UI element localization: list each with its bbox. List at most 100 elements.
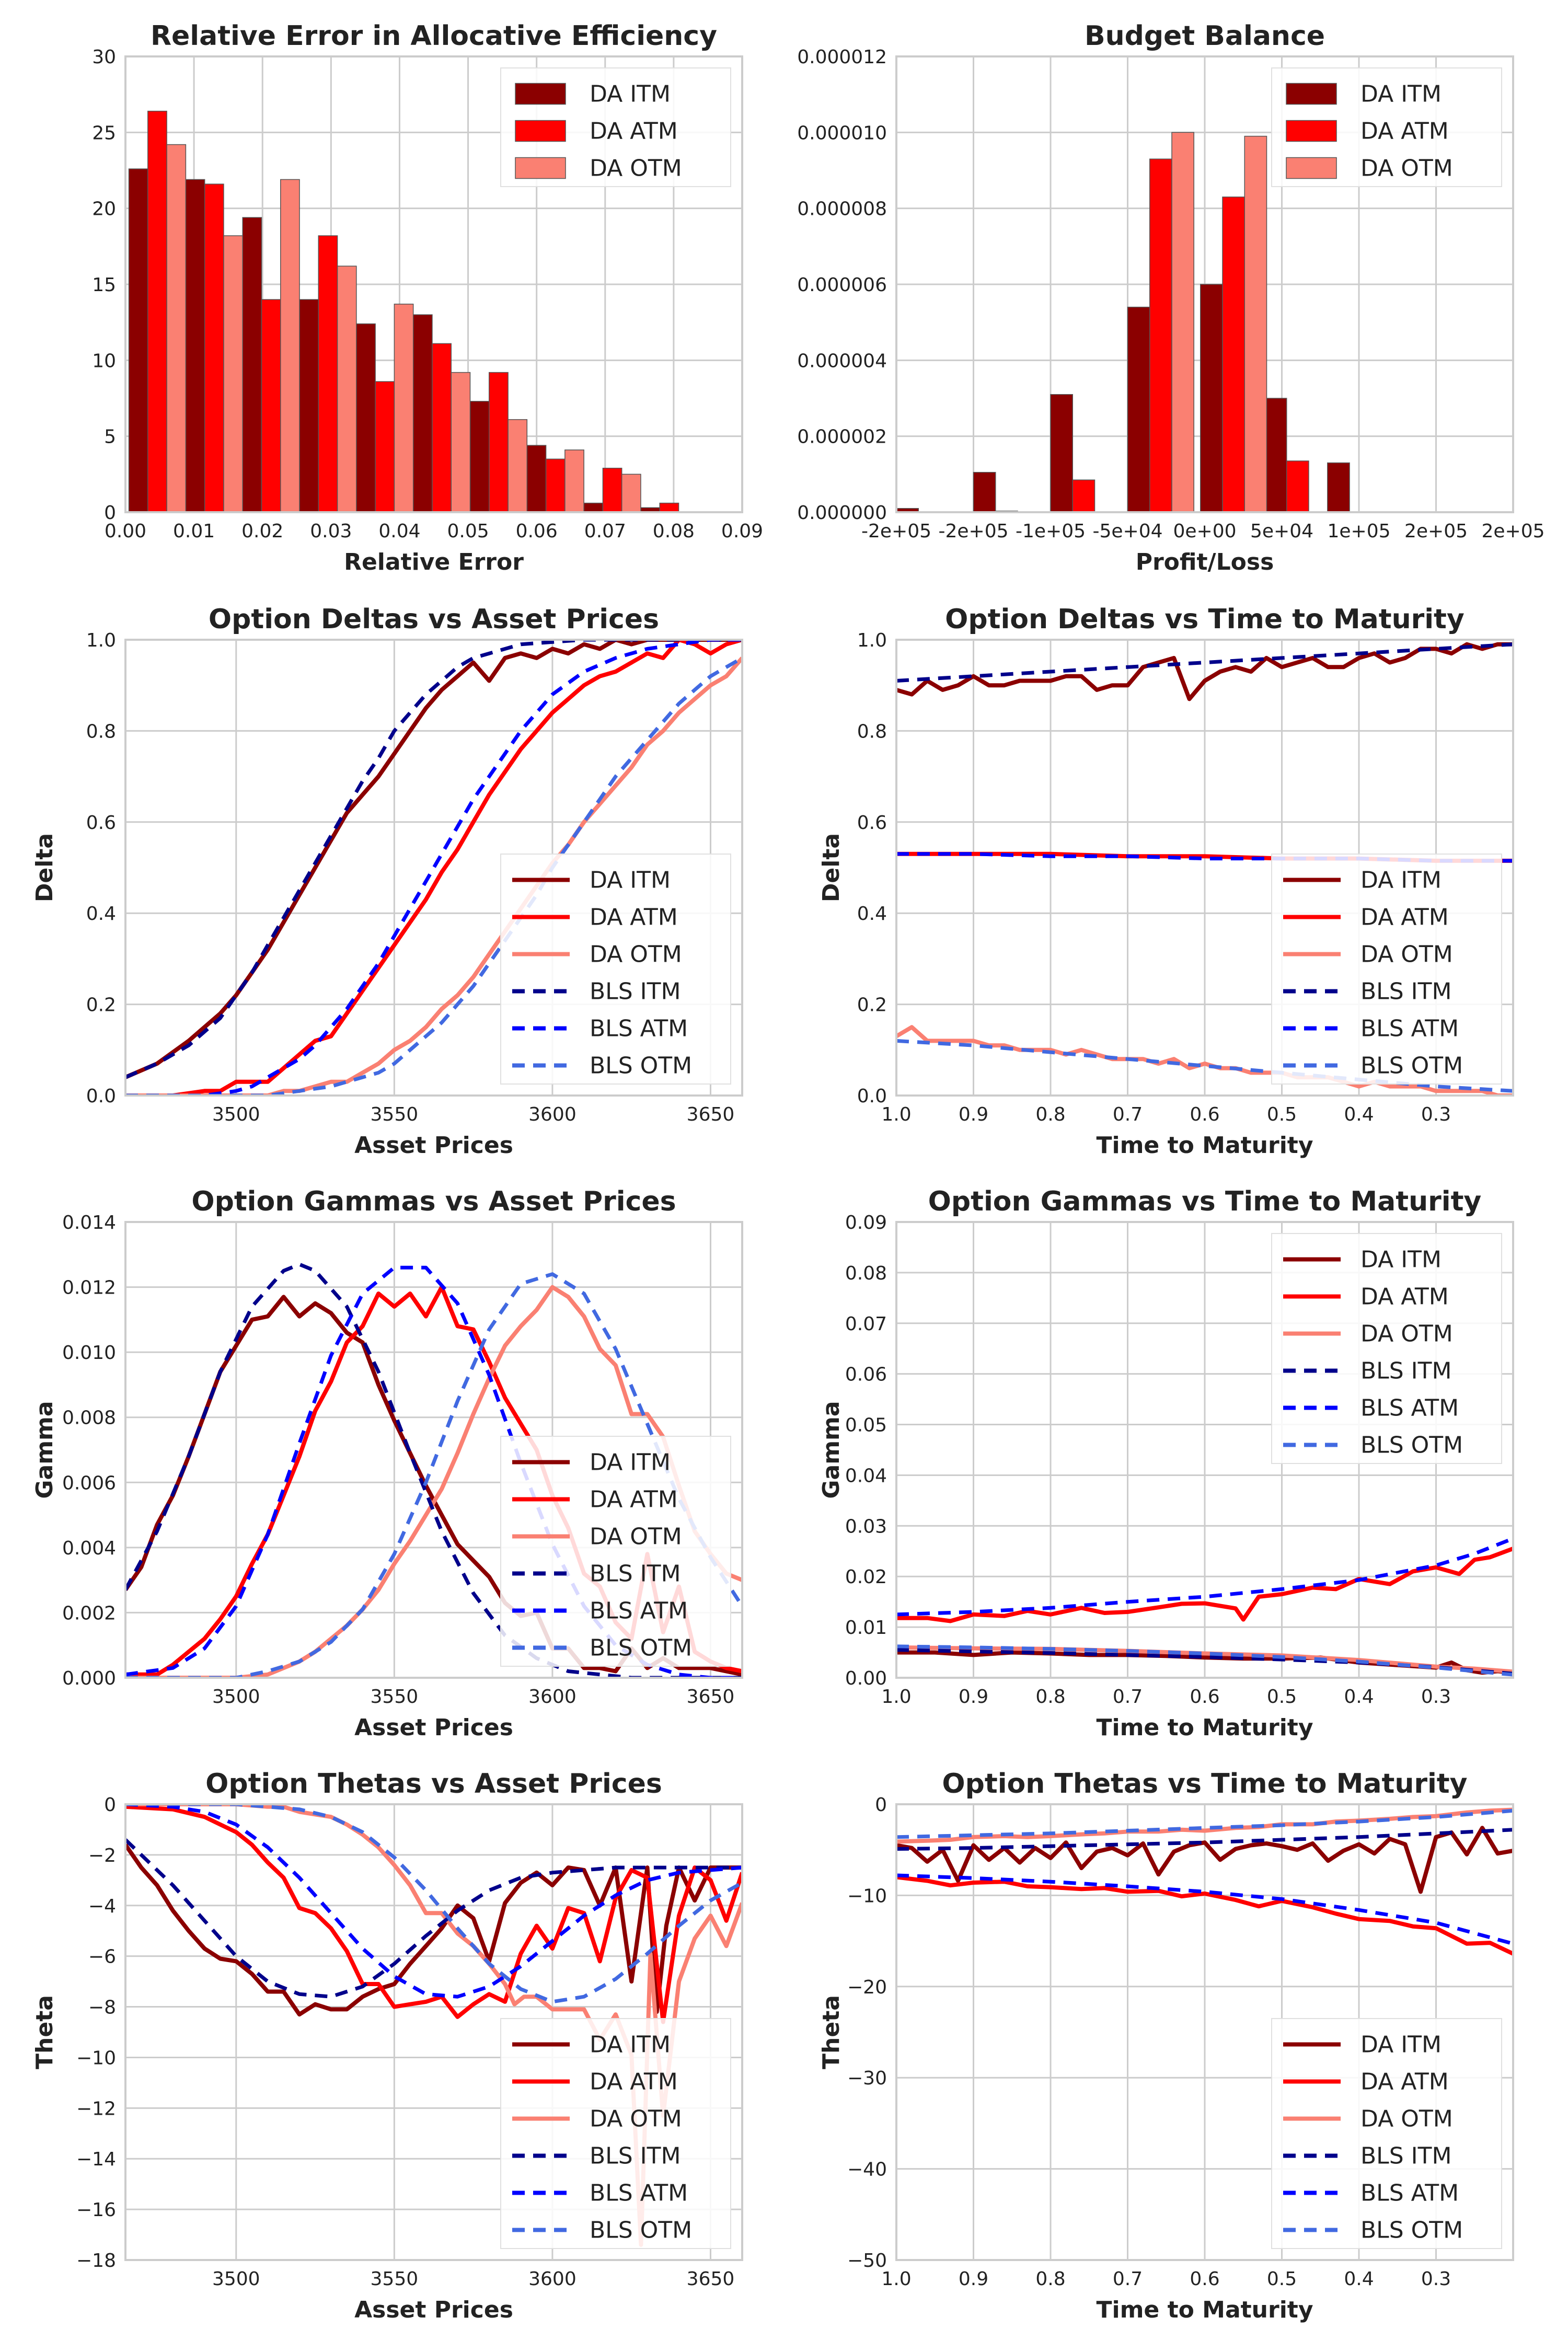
legend-box [1271, 854, 1502, 1085]
y-tick-label: 0.02 [845, 1566, 887, 1588]
x-tick-label: 0.04 [378, 521, 420, 542]
y-tick-label: −10 [847, 1885, 887, 1907]
bar [1264, 398, 1287, 512]
legend-label: BLS ITM [590, 2143, 681, 2170]
x-axis-label: Time to Maturity [1096, 2297, 1313, 2323]
legend-swatch [515, 83, 566, 105]
legend-label: DA ITM [1361, 867, 1442, 894]
legend-label: BLS ITM [1361, 2143, 1451, 2170]
legend-swatch [1286, 157, 1337, 179]
plot-frame [895, 1803, 1514, 2261]
legend-box [1271, 2018, 1502, 2249]
y-axis-label: Gamma [818, 1401, 845, 1498]
y-tick-label: 0.006 [62, 1472, 116, 1494]
y-tick-label: −2 [88, 1845, 116, 1866]
plot-frame [124, 1803, 743, 2261]
legend-label: BLS ITM [1361, 1358, 1451, 1385]
bar [564, 449, 584, 512]
legend: DA ITM DA ATM DA OTM BLS ITM BLS ATM BLS OTM [1271, 1233, 1502, 1464]
x-axis-label: Asset Prices [354, 2297, 513, 2323]
y-tick-label: −12 [76, 2098, 116, 2119]
x-tick-label: 0.9 [959, 2268, 988, 2290]
chart-panel-5: 3500 3550 3600 3650 0.000 0.002 0.004 0.006 0.00… [31, 1186, 743, 1741]
y-tick-label: −20 [847, 1977, 887, 1998]
legend: DA ITM DA ATM DA OTM BLS ITM BLS ATM BLS OTM [1271, 2018, 1502, 2249]
y-tick-label: 10 [92, 350, 116, 372]
bar [432, 343, 452, 512]
x-tick-label: 3650 [687, 2268, 735, 2290]
y-tick-label: 15 [92, 274, 116, 296]
series-line [125, 640, 742, 1096]
x-tick-label: 0.4 [1344, 1686, 1374, 1708]
x-tick-label: 0.6 [1190, 2268, 1219, 2290]
x-tick-label: -2e+05 [938, 521, 1008, 542]
x-axis-label: Asset Prices [354, 1132, 513, 1159]
legend-label: DA ITM [1361, 1247, 1442, 1273]
legend-label: DA ITM [590, 2032, 671, 2058]
y-tick-label: 0.000008 [797, 199, 887, 220]
data-marks [896, 132, 1350, 512]
chart-title: Option Gammas vs Time to Maturity [928, 1186, 1482, 1217]
x-tick-label: 0.5 [1267, 1104, 1297, 1125]
legend-box [1271, 1233, 1502, 1464]
y-tick-label: 0 [875, 1794, 887, 1816]
x-tick-label: 0.6 [1190, 1686, 1219, 1708]
y-tick-label: 0.6 [86, 812, 116, 834]
series-line [125, 1272, 742, 1678]
x-axis-label: Relative Error [344, 549, 524, 575]
y-tick-label: 0.4 [86, 903, 116, 925]
x-tick-label: 1.0 [881, 1686, 911, 1708]
legend: DA ITM DA ATM DA OTM BLS ITM BLS ATM BLS OTM [500, 1436, 731, 1667]
y-tick-label: 1.0 [86, 630, 116, 651]
chart-title: Option Deltas vs Time to Maturity [945, 604, 1465, 635]
y-tick-label: 0.002 [62, 1602, 116, 1624]
legend: DA ITM DA ATM DA OTM [500, 67, 731, 187]
series-line [896, 642, 1513, 701]
bar [602, 467, 622, 512]
legend-label: BLS ATM [1361, 1395, 1459, 1422]
plot-frame [124, 55, 743, 513]
legend-label: BLS ITM [590, 978, 681, 1005]
x-tick-label: 0.3 [1421, 1104, 1451, 1125]
x-axis-label: Time to Maturity [1096, 1132, 1313, 1159]
y-axis-label: Delta [31, 833, 58, 902]
legend-label: DA ATM [1361, 1284, 1449, 1310]
chart-title: Option Thetas vs Time to Maturity [942, 1768, 1467, 1800]
y-tick-label: 0.004 [62, 1538, 116, 1559]
y-tick-label: 0.000004 [797, 350, 887, 372]
bar [128, 168, 148, 512]
y-tick-label: 0.6 [857, 812, 887, 834]
y-tick-label: 0.07 [845, 1313, 887, 1335]
x-tick-label: 0.5 [1267, 2268, 1297, 2290]
x-tick-label: 0.4 [1344, 1104, 1374, 1125]
bar [973, 471, 996, 512]
y-tick-label: 0.0 [857, 1086, 887, 1107]
data-marks [896, 1807, 1513, 1956]
series-line [125, 1804, 742, 2024]
y-tick-label: 20 [92, 199, 116, 220]
x-tick-label: 0e+00 [1173, 521, 1236, 542]
x-tick-label: 1.0 [881, 1104, 911, 1125]
y-axis-label: Delta [818, 833, 845, 902]
bar [1244, 135, 1267, 512]
x-tick-label: 3650 [687, 1686, 735, 1708]
legend-label: BLS OTM [590, 1635, 692, 1662]
x-tick-label: 3500 [212, 1686, 260, 1708]
x-tick-label: 3550 [371, 1104, 419, 1125]
bar [469, 401, 490, 512]
x-tick-label: 0.3 [1421, 1686, 1451, 1708]
x-tick-label: -1e+05 [1016, 521, 1086, 542]
y-tick-label: 0.03 [845, 1516, 887, 1537]
y-tick-label: 0.01 [845, 1617, 887, 1639]
x-tick-label: 1e+05 [1327, 521, 1390, 542]
bar [1222, 197, 1245, 512]
x-axis-label: Profit/Loss [1136, 549, 1274, 575]
x-tick-label: 0.00 [105, 521, 146, 542]
x-tick-label: 3600 [528, 1686, 577, 1708]
bar [1050, 394, 1073, 512]
bar [394, 304, 414, 512]
y-tick-label: 0.4 [857, 903, 887, 925]
legend-label: BLS OTM [1361, 1053, 1463, 1079]
x-tick-label: 0.8 [1035, 2268, 1065, 2290]
